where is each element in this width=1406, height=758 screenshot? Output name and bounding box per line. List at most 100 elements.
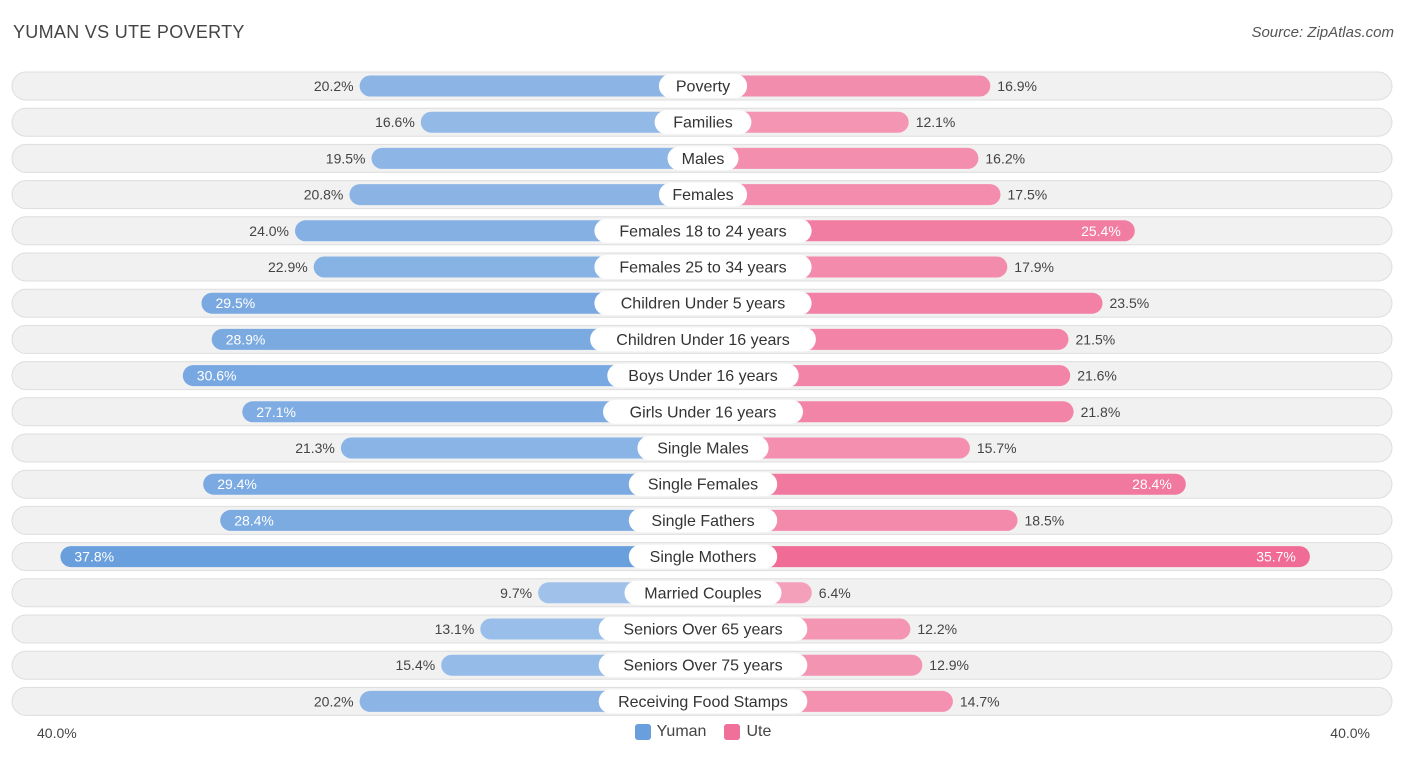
category-pill	[598, 653, 808, 678]
category-pill	[658, 182, 748, 207]
chart-title: YUMAN VS UTE POVERTY	[13, 22, 245, 42]
value-label-ute: 14.7%	[960, 693, 1000, 709]
value-label-ute: 21.8%	[1081, 404, 1121, 420]
category-label: Single Males	[657, 441, 749, 458]
value-label-yuman: 30.6%	[197, 368, 237, 384]
category-label: Females 25 to 34 years	[619, 260, 786, 277]
bar-yuman	[203, 473, 703, 495]
value-label-ute: 17.9%	[1014, 259, 1054, 275]
value-label-ute: 18.5%	[1025, 512, 1065, 528]
chart-row: 16.6% 12.1% Families	[11, 107, 1393, 137]
category-pill	[654, 110, 752, 135]
category-label: Families	[673, 115, 733, 132]
value-label-yuman: 37.8%	[74, 549, 114, 565]
bar-ute	[703, 147, 979, 169]
bar-ute	[703, 509, 1018, 531]
bar-yuman	[359, 75, 703, 97]
category-pill	[637, 436, 769, 460]
legend-item-ute: Ute	[724, 723, 771, 741]
chart-row: 9.7% 6.4% Married Couples	[11, 578, 1393, 608]
value-label-yuman: 20.8%	[304, 187, 344, 203]
bar-yuman	[182, 365, 704, 387]
category-pill	[603, 399, 803, 424]
category-pill	[667, 146, 739, 171]
value-label-ute: 35.7%	[1256, 549, 1296, 565]
chart-row: 28.4% 18.5% Single Fathers	[11, 505, 1393, 535]
bar-yuman	[349, 184, 703, 206]
category-label: Males	[682, 151, 725, 168]
bar-ute	[703, 220, 1135, 242]
category-label: Seniors Over 65 years	[623, 622, 782, 639]
value-label-ute: 21.6%	[1077, 368, 1117, 384]
chart-row: 20.8% 17.5% Females	[11, 180, 1393, 210]
category-label: Females	[672, 187, 733, 204]
chart-row: 13.1% 12.2% Seniors Over 65 years	[11, 614, 1393, 644]
value-label-yuman: 20.2%	[314, 78, 354, 94]
value-label-yuman: 28.4%	[234, 512, 274, 528]
chart-row: 15.4% 12.9% Seniors Over 75 years	[11, 650, 1393, 680]
value-label-yuman: 29.4%	[217, 476, 257, 492]
chart-row: 24.0% 25.4% Females 18 to 24 years	[11, 216, 1393, 246]
category-label: Boys Under 16 years	[628, 368, 777, 385]
value-label-yuman: 19.5%	[326, 150, 366, 166]
chart-row: 27.1% 21.8% Girls Under 16 years	[11, 397, 1393, 427]
category-pill	[594, 255, 812, 279]
category-label: Receiving Food Stamps	[618, 694, 788, 711]
value-label-yuman: 21.3%	[295, 440, 335, 456]
category-label: Married Couples	[644, 585, 761, 602]
value-label-yuman: 13.1%	[435, 621, 475, 637]
value-label-ute: 12.1%	[916, 114, 956, 130]
chart-row: 20.2% 14.7% Receiving Food Stamps	[11, 686, 1393, 716]
category-pill	[628, 508, 778, 533]
source-note: Source: ZipAtlas.com	[1251, 24, 1394, 41]
bar-yuman	[60, 546, 703, 568]
category-pill	[628, 544, 778, 569]
value-label-ute: 12.2%	[917, 621, 957, 637]
bar-ute	[703, 546, 1310, 568]
value-label-ute: 12.9%	[929, 657, 969, 673]
category-pill	[590, 327, 816, 352]
legend-label-ute: Ute	[746, 723, 772, 740]
category-pill	[658, 74, 748, 98]
category-pill	[594, 218, 812, 243]
value-label-yuman: 24.0%	[249, 223, 289, 239]
category-pill	[598, 689, 808, 714]
legend-label-yuman: Yuman	[656, 723, 707, 740]
legend-swatch-yuman	[634, 724, 651, 740]
bar-yuman	[211, 328, 703, 350]
axis-right-label: 40.0%	[1330, 725, 1370, 741]
bar-yuman	[420, 111, 703, 133]
value-label-yuman: 22.9%	[268, 259, 308, 275]
bar-ute	[703, 184, 1001, 206]
chart-row: 29.4% 28.4% Single Females	[11, 469, 1393, 499]
value-label-ute: 21.5%	[1076, 331, 1116, 347]
value-label-ute: 6.4%	[819, 585, 851, 601]
bar-yuman	[201, 292, 703, 314]
bar-ute	[703, 473, 1186, 495]
chart-row: 30.6% 21.6% Boys Under 16 years	[11, 361, 1393, 391]
value-label-yuman: 16.6%	[375, 114, 415, 130]
value-label-yuman: 28.9%	[226, 331, 266, 347]
category-pill	[598, 617, 808, 641]
category-label: Single Mothers	[650, 549, 757, 566]
value-label-ute: 23.5%	[1110, 295, 1150, 311]
category-label: Children Under 16 years	[616, 332, 789, 349]
axis-left-label: 40.0%	[37, 725, 77, 741]
value-label-yuman: 20.2%	[314, 693, 354, 709]
category-label: Single Females	[648, 477, 758, 494]
chart-row: 22.9% 17.9% Females 25 to 34 years	[11, 252, 1393, 282]
value-label-yuman: 29.5%	[216, 295, 256, 311]
chart-row: 29.5% 23.5% Children Under 5 years	[11, 288, 1393, 318]
category-label: Girls Under 16 years	[630, 404, 777, 421]
value-label-ute: 17.5%	[1008, 187, 1048, 203]
value-label-yuman: 15.4%	[395, 657, 435, 673]
bar-ute	[703, 111, 909, 133]
legend: Yuman Ute	[0, 723, 1406, 741]
bar-ute	[703, 437, 970, 459]
category-pill	[624, 580, 782, 605]
bar-ute	[703, 75, 991, 97]
category-label: Females 18 to 24 years	[619, 223, 786, 240]
value-label-ute: 25.4%	[1081, 223, 1121, 239]
category-label: Seniors Over 75 years	[623, 658, 782, 675]
